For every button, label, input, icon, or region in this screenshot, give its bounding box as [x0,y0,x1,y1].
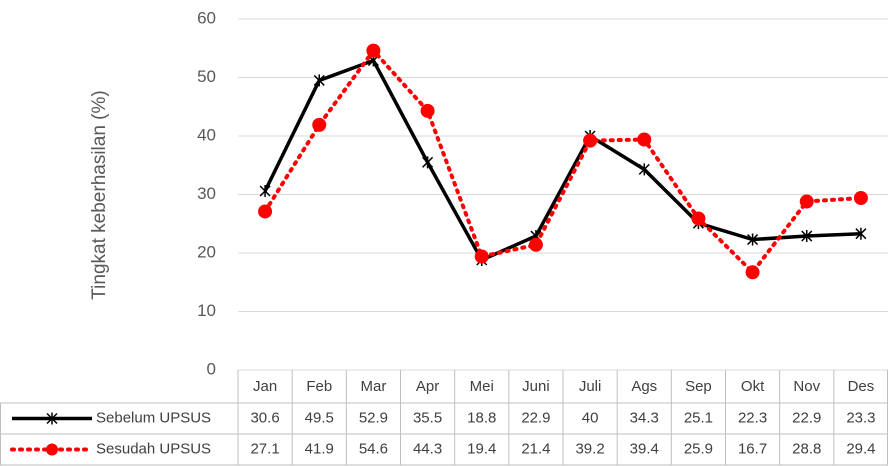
table-value: 22.9 [792,409,821,426]
table-value: 19.4 [467,440,496,457]
table-value: 30.6 [250,409,279,426]
data-point [583,133,598,148]
x-tick-label: Juli [579,378,602,395]
data-point [745,265,760,280]
table-value: 25.1 [684,409,713,426]
legend-label: Sebelum UPSUS [96,409,211,426]
y-tick-label: 30 [197,184,216,203]
table-value: 16.7 [738,440,767,457]
table-value: 54.6 [359,440,388,457]
series-line [263,58,861,263]
x-tick-label: Apr [416,378,439,395]
data-point [747,233,759,246]
y-axis-label: Tingkat keberhasilan (%) [89,90,110,299]
data-point [422,156,434,169]
y-tick-label: 50 [197,67,216,86]
data-point [638,163,650,176]
y-tick-label: 0 [207,359,216,378]
y-tick-label: 40 [197,125,216,144]
data-point [853,191,868,206]
legend-label: Sesudah UPSUS [96,440,211,457]
table-value: 52.9 [359,409,388,426]
legend-marker [46,412,58,425]
table-value: 18.8 [467,409,496,426]
x-tick-label: Des [848,378,875,395]
table-value: 22.3 [738,409,767,426]
x-tick-label: Okt [741,378,765,395]
data-point [801,230,813,243]
x-tick-label: Ags [631,378,657,395]
table-value: 21.4 [521,440,550,457]
y-tick-label: 10 [197,301,216,320]
table-value: 27.1 [250,440,279,457]
data-point [691,211,706,226]
data-point [258,204,273,219]
table-value: 34.3 [630,409,659,426]
table-value: 40 [582,409,599,426]
table-value: 49.5 [305,409,334,426]
x-tick-label: Mei [470,378,494,395]
x-tick-label: Nov [793,378,820,395]
data-point [799,194,814,209]
data-point [312,117,327,132]
data-point [420,103,435,118]
y-tick-label: 60 [197,8,216,27]
x-tick-label: Feb [306,378,332,395]
data-point [528,237,543,252]
table-value: 35.5 [413,409,442,426]
x-tick-label: Juni [522,378,550,395]
table-value: 44.3 [413,440,442,457]
data-point [855,227,867,240]
legend-marker [46,443,58,456]
data-point [366,43,381,58]
data-point [259,184,271,197]
table-value: 22.9 [521,409,550,426]
table-value: 28.8 [792,440,821,457]
table-value: 41.9 [305,440,334,457]
data-point [474,249,489,264]
x-tick-label: Mar [360,378,386,395]
table-value: 23.3 [846,409,875,426]
series-line [263,47,863,276]
x-tick-label: Sep [685,378,712,395]
table-value: 25.9 [684,440,713,457]
table-value: 39.4 [630,440,659,457]
data-point [637,132,652,147]
table-value: 39.2 [575,440,604,457]
data-point [313,74,325,87]
x-tick-label: Jan [253,378,277,395]
y-tick-label: 20 [197,242,216,261]
table-value: 29.4 [846,440,875,457]
